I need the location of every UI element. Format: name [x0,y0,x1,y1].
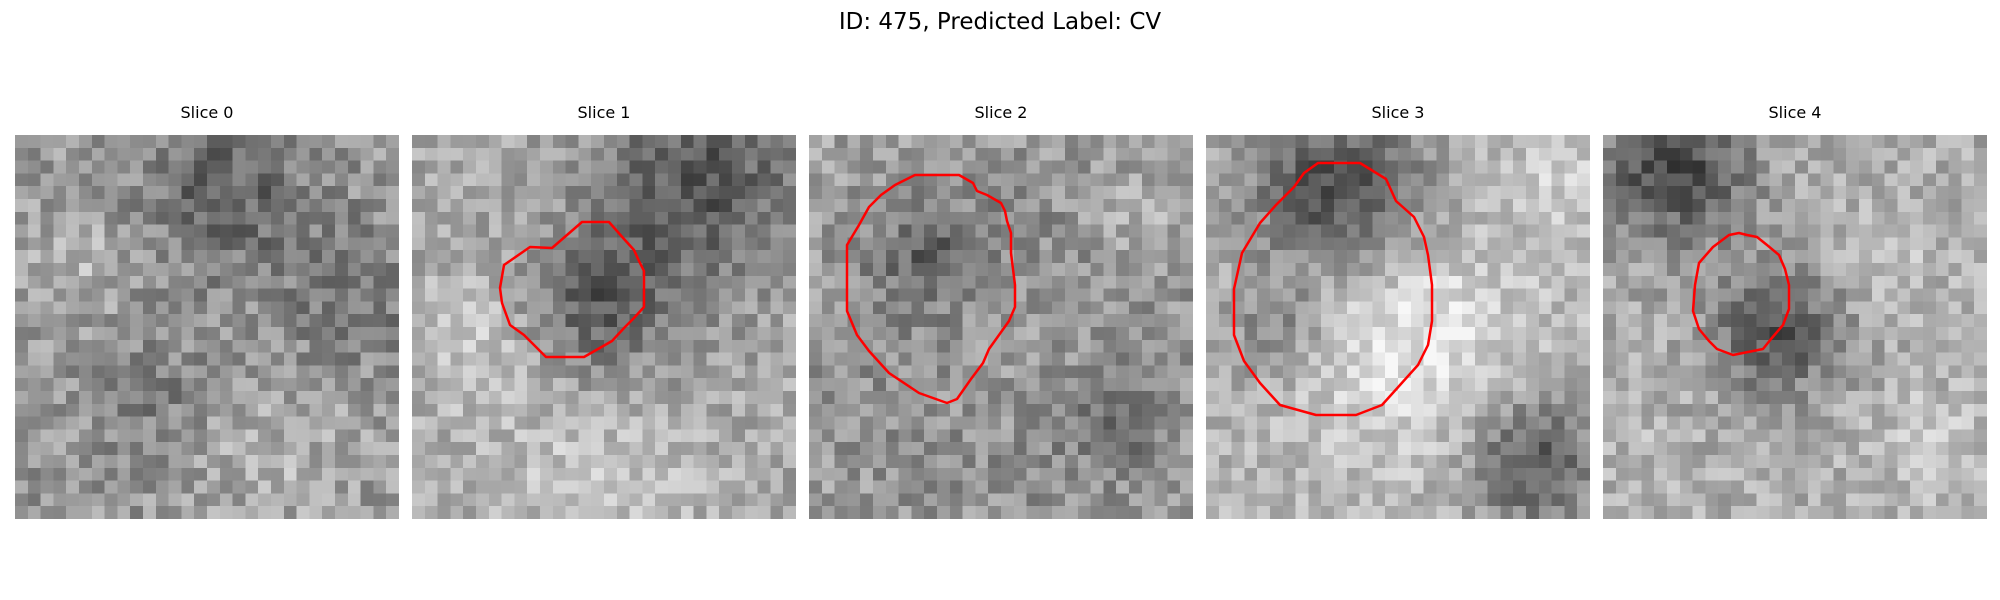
slice-image-2 [809,135,1193,519]
segmentation-contour-2 [845,173,1017,405]
slice-title-4: Slice 4 [1768,103,1822,122]
slice-pixels-4 [1603,135,1987,519]
slice-pixels-3 [1206,135,1590,519]
slice-title-3: Slice 3 [1371,103,1425,122]
segmentation-contour-3 [1232,161,1434,417]
slice-pixels-2 [809,135,1193,519]
figure-title: ID: 475, Predicted Label: CV [838,9,1162,35]
slice-pixels-0 [15,135,399,519]
slice-title-1: Slice 1 [577,103,631,122]
slice-pixels-1 [412,135,796,519]
slice-title-2: Slice 2 [974,103,1028,122]
slice-image-1 [412,135,796,519]
segmentation-contour-4 [1691,231,1791,357]
segmentation-contour-1 [498,220,646,359]
slice-image-0 [15,135,399,519]
slice-title-0: Slice 0 [180,103,234,122]
slice-image-4 [1603,135,1987,519]
slice-image-3 [1206,135,1590,519]
